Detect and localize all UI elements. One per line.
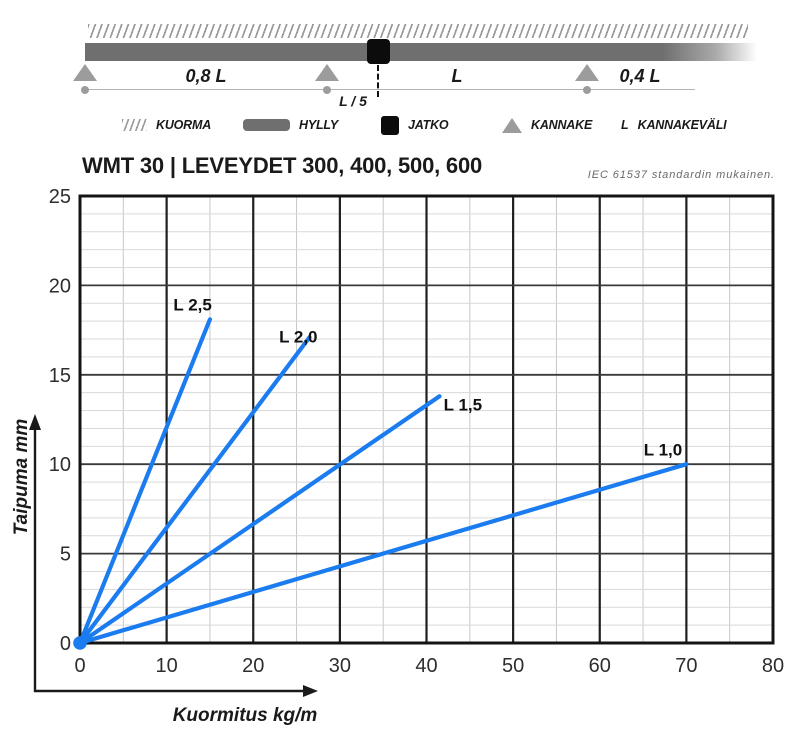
x-axis-title: Kuormitus kg/m xyxy=(173,705,318,726)
x-axis-arrowhead-icon xyxy=(303,685,318,697)
legend-item-kannake: KANNAKE xyxy=(502,113,592,137)
series-label: L 2,5 xyxy=(173,295,211,314)
legend-label: KUORMA xyxy=(156,118,212,132)
tray-beam xyxy=(85,43,757,61)
legend-label: KANNAKE xyxy=(531,118,593,132)
joint-marker-icon xyxy=(367,39,390,64)
y-axis-arrowhead-icon xyxy=(29,414,41,430)
legend-item-hylly: HYLLY xyxy=(243,113,338,137)
series-line xyxy=(77,462,689,646)
support-triangle-icon xyxy=(315,64,339,81)
support-triangle-icon xyxy=(575,64,599,81)
joint-dashed-line xyxy=(377,65,379,97)
legend-label: JATKO xyxy=(408,118,449,132)
series-label: L 1,0 xyxy=(644,440,682,459)
x-tick-label: 60 xyxy=(589,655,611,677)
support-dot-icon xyxy=(323,86,331,94)
y-tick-label: 25 xyxy=(49,186,71,208)
support-triangle-icon xyxy=(73,64,97,81)
x-tick-label: 80 xyxy=(762,655,784,677)
span-label-right: 0,4 L xyxy=(619,66,661,86)
x-tick-label: 40 xyxy=(415,655,437,677)
x-tick-label: 30 xyxy=(329,655,351,677)
series-line xyxy=(77,394,442,646)
series-line xyxy=(77,317,213,646)
x-tick-label: 20 xyxy=(242,655,264,677)
plot-border xyxy=(78,194,775,645)
load-hatch-icon xyxy=(88,24,748,38)
support-triangle-icon xyxy=(502,117,522,133)
x-tick-label: 70 xyxy=(675,655,697,677)
legend-label: HYLLY xyxy=(299,118,339,132)
letter-l-symbol: L xyxy=(621,118,629,132)
hatch-icon xyxy=(122,119,147,131)
series-label: L 2,0 xyxy=(279,328,317,347)
series-line xyxy=(77,335,312,646)
y-tick-label: 5 xyxy=(60,544,71,566)
series-label: L 1,5 xyxy=(444,396,482,415)
support-dot-icon xyxy=(81,86,89,94)
y-tick-label: 15 xyxy=(49,365,71,387)
joint-square-icon xyxy=(381,115,399,135)
page-title: WMT 30 | LEVEYDET 300, 400, 500, 600 xyxy=(82,153,483,178)
x-tick-label: 10 xyxy=(156,655,178,677)
span-label-left: 0,8 L xyxy=(185,66,227,86)
legend-item-jatko: JATKO xyxy=(381,113,449,137)
support-dot-icon xyxy=(583,86,591,94)
y-axis-title: Taipuma mm xyxy=(11,419,32,536)
x-tick-label: 0 xyxy=(74,655,85,677)
standard-note: IEC 61537 standardin mukainen. xyxy=(587,169,775,181)
y-tick-label: 10 xyxy=(49,454,71,476)
span-baseline xyxy=(85,89,695,90)
origin-dot xyxy=(73,636,87,650)
span-label-middle: L xyxy=(451,66,463,86)
y-tick-label: 0 xyxy=(60,633,71,655)
y-tick-label: 20 xyxy=(49,275,71,297)
legend-label: KANNAKEVÄLI xyxy=(637,118,727,132)
legend-item-kuorma: KUORMA xyxy=(122,113,211,137)
x-tick-label: 50 xyxy=(502,655,524,677)
legend-item-kannakevali: L KANNAKEVÄLI xyxy=(621,113,727,137)
joint-offset-label: L / 5 xyxy=(339,93,367,109)
tray-bar-icon xyxy=(243,119,290,131)
